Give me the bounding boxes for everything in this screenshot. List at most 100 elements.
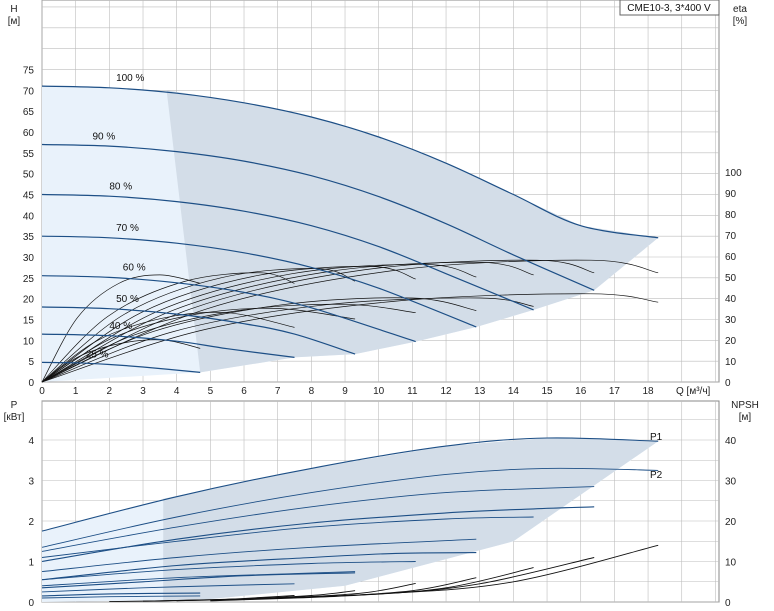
p2-curve (41, 561, 416, 581)
model-label: CME10-3, 3*400 V (627, 3, 711, 14)
x-tick-label: 0 (39, 386, 45, 397)
p1-curve (41, 437, 659, 532)
speed-curve-label: 40 % (109, 321, 132, 332)
speed-curves: 100 % 90 % 80 % 70 % 60 % 50 % 40 % 25 % (41, 73, 659, 373)
y-tick-label: 1 (28, 558, 34, 569)
y-tick-label: 65 (23, 107, 35, 118)
y2-tick-label: 70 (725, 231, 737, 242)
eta-curve (41, 307, 356, 383)
x-tick-label: 10 (373, 386, 385, 397)
speed-curve-label: 60 % (123, 263, 146, 274)
eta-curve (41, 259, 595, 383)
eta-curve (41, 263, 477, 383)
speed-curve (41, 193, 534, 311)
eta-curve (41, 261, 534, 383)
y2-tick-label: 20 (725, 336, 737, 347)
speed-curve (41, 235, 477, 328)
y2-tick-label: 0 (725, 598, 731, 609)
npsh-curve (109, 595, 295, 603)
y2-tick-label: 60 (725, 252, 737, 263)
eta-curve (41, 297, 477, 383)
x-tick-label: 5 (208, 386, 214, 397)
y2-tick-label: 40 (725, 294, 737, 305)
eta-curve (41, 311, 295, 383)
eta-curve (41, 339, 201, 383)
p2-curve (41, 583, 295, 593)
speed-curve (41, 143, 595, 291)
y-tick-label: 15 (23, 315, 35, 326)
model-label-box (619, 0, 720, 16)
eta-curve (41, 274, 201, 383)
y2-tick-label: 40 (725, 436, 737, 447)
p1-curve (41, 572, 356, 589)
series-label-p1: P1 (650, 432, 663, 443)
y2-tick-label: 10 (725, 558, 737, 569)
eta-curve (41, 297, 534, 383)
speed-curve-label: 80 % (109, 181, 132, 192)
eta-curve (41, 266, 416, 383)
p1-curve (41, 592, 201, 597)
y-tick-label: 10 (23, 336, 35, 347)
y-axis-unit-h: [м] (8, 16, 21, 27)
speed-curve (41, 275, 416, 343)
y2-tick-label: 10 (725, 357, 737, 368)
eta-curve (41, 268, 356, 383)
x-tick-label: 11 (407, 386, 418, 397)
y-tick-label: 35 (23, 232, 35, 243)
power-curves (41, 437, 659, 599)
p2-curve (41, 538, 477, 573)
x-tick-label: 12 (440, 386, 452, 397)
series-label-p2: P2 (650, 470, 663, 481)
y-tick-label: 0 (28, 598, 34, 609)
y2-axis-unit-npsh: [м] (739, 412, 752, 423)
npsh-curves (109, 544, 659, 603)
y-tick-label: 30 (23, 253, 35, 264)
x-tick-label: 13 (474, 386, 486, 397)
x-tick-label: 8 (309, 386, 315, 397)
y2-axis-title-npsh: NPSH (731, 400, 759, 411)
x-tick-label: 6 (241, 386, 247, 397)
y-tick-label: 20 (23, 295, 35, 306)
y2-tick-label: 80 (725, 210, 737, 221)
y-axis-title-p: P (11, 400, 18, 411)
y-tick-label: 45 (23, 190, 35, 201)
y-tick-label: 40 (23, 211, 35, 222)
y2-tick-label: 90 (725, 189, 737, 200)
p2-curve (41, 516, 534, 558)
efficiency-curves (41, 259, 659, 383)
speed-curve (41, 85, 659, 239)
power-region-main (163, 438, 659, 600)
speed-curve (41, 306, 356, 355)
y2-axis-title-eta: eta (733, 4, 747, 15)
y-tick-label: 2 (28, 517, 34, 528)
p1-curve (41, 552, 477, 581)
y-tick-label: 70 (23, 86, 35, 97)
y-tick-label: 50 (23, 170, 35, 181)
p2-curve (41, 486, 595, 552)
x-axis-title-q: Q [м³/ч] (676, 386, 711, 397)
p1-curve (41, 506, 595, 563)
x-tick-label: 3 (140, 386, 146, 397)
speed-curve-label: 100 % (116, 73, 144, 84)
speed-curve-label: 70 % (116, 223, 139, 234)
y-tick-label: 5 (28, 357, 34, 368)
x-tick-label: 17 (609, 386, 621, 397)
y2-tick-label: 30 (725, 315, 737, 326)
y2-tick-label: 30 (725, 477, 737, 488)
y2-tick-label: 20 (725, 517, 737, 528)
y2-tick-label: 50 (725, 273, 737, 284)
y-tick-label: 75 (23, 65, 35, 76)
speed-curve (41, 361, 201, 373)
y-axis-unit-p: [кВт] (4, 412, 25, 423)
speed-curve-label: 90 % (93, 131, 116, 142)
x-tick-label: 2 (107, 386, 113, 397)
top-tick-labels: 0 1 2 3 4 5 6 7 8 9 10 11 12 13 14 15 16 17 18051015202530… (23, 65, 742, 397)
x-tick-label: 15 (541, 386, 553, 397)
p2-curve (41, 571, 356, 587)
y-tick-label: 3 (28, 477, 34, 488)
x-tick-label: 14 (508, 386, 520, 397)
x-tick-label: 4 (174, 386, 180, 397)
eta-curve (41, 303, 416, 383)
